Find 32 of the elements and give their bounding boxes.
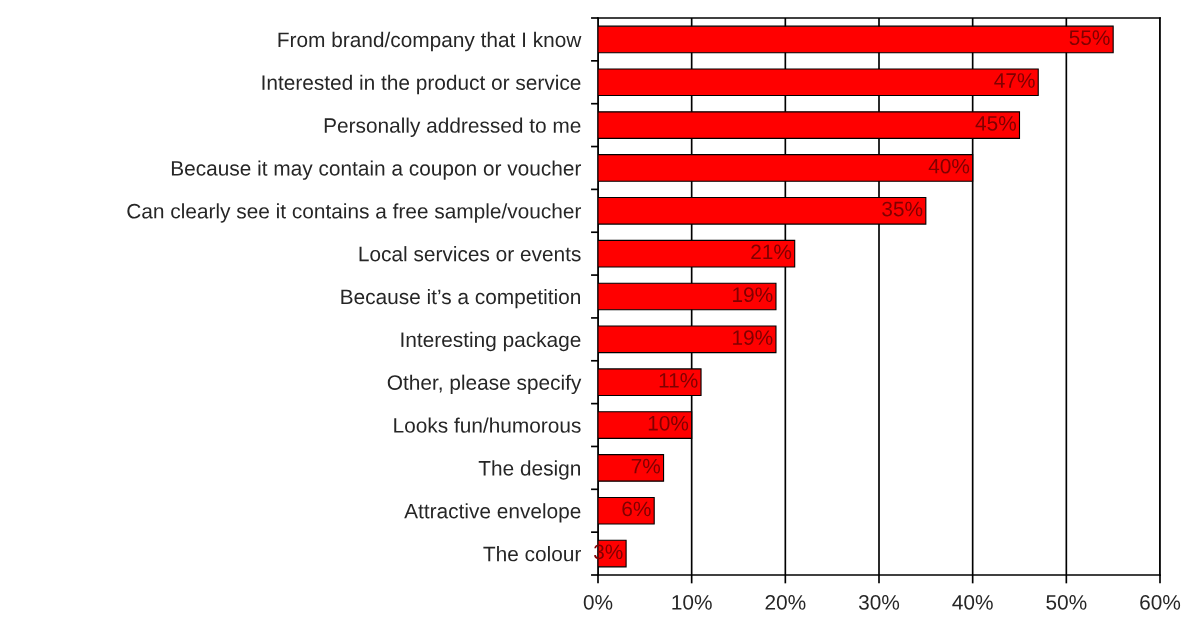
y-tick-label: Local services or events	[359, 246, 581, 262]
data-label: 11%	[659, 373, 698, 388]
y-tick-label: Personally addressed to me	[324, 117, 581, 137]
x-tick-label: 40%	[952, 594, 993, 610]
y-tick-label: Because it may contain a coupon or voucher	[171, 160, 582, 180]
x-tick-label: 50%	[1046, 594, 1087, 610]
data-label: 7%	[631, 458, 661, 474]
y-tick-label: Looks fun/humorous	[394, 417, 581, 433]
data-label: 45%	[975, 116, 1016, 131]
data-label: 55%	[1069, 30, 1110, 46]
x-tick-label: 20%	[765, 594, 806, 610]
data-label: 10%	[648, 415, 689, 431]
y-tick-label: Can clearly see it contains a free sample/voucher	[127, 203, 582, 223]
y-tick-label: From brand/company that I know	[278, 31, 582, 52]
data-label: 47%	[994, 73, 1035, 88]
x-tick-label: 60%	[1140, 594, 1181, 610]
y-tick-label: Attractive envelope	[404, 503, 581, 523]
y-tick-label: Interesting package	[401, 331, 581, 352]
y-tick-label: Interested in the product or service	[262, 74, 581, 95]
data-label: 40%	[928, 158, 970, 174]
y-tick-label: Because it’s a competition	[341, 288, 580, 309]
data-label: 21%	[751, 244, 792, 260]
x-tick-label: 10%	[672, 594, 712, 610]
data-label: 6%	[622, 501, 651, 517]
y-tick-label: The design	[478, 460, 580, 480]
y-tick-label: The colour	[483, 546, 581, 562]
x-tick-label: 30%	[858, 594, 900, 610]
data-label: 19%	[733, 330, 773, 345]
data-label: 19%	[733, 287, 773, 303]
y-tick-label: Other, please specify	[387, 374, 582, 395]
x-tick-label: 0%	[583, 594, 613, 610]
data-label: 35%	[882, 201, 923, 217]
